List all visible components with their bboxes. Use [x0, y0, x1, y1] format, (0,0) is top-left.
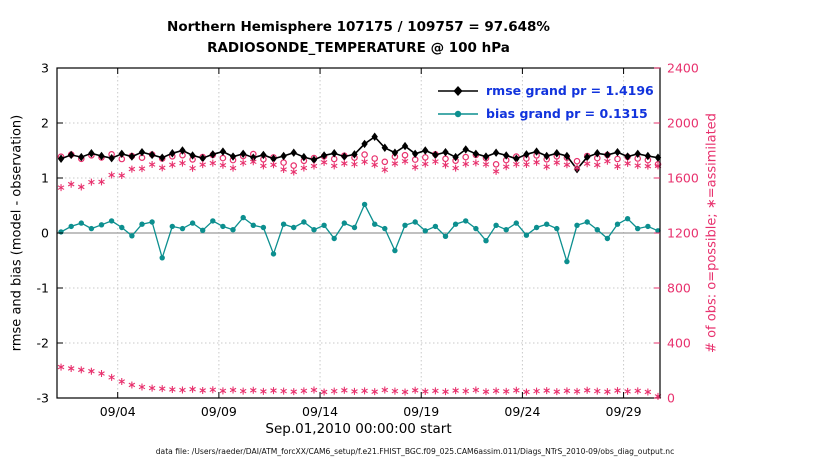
y-left-tick-label: -3: [37, 391, 49, 406]
y-left-tick-label: -2: [37, 336, 49, 351]
legend-bias-label: bias grand pr = 0.1315: [486, 106, 648, 121]
x-tick-label: 09/19: [403, 404, 439, 419]
right-axis-label: # of obs: o=possible; ∗=assimilated: [704, 113, 720, 353]
left-axis-label: rmse and bias (model - observation): [9, 114, 25, 352]
x-tick-label: 09/09: [201, 404, 237, 419]
y-left-tick-label: 1: [41, 171, 49, 186]
rejected-obs-series: [57, 363, 662, 400]
y-left-tick-label: 0: [41, 226, 49, 241]
title-line2: RADIOSONDE_TEMPERATURE @ 100 hPa: [207, 40, 510, 56]
y-right-tick-label: 400: [667, 336, 691, 351]
x-axis-label: Sep.01,2010 00:00:00 start: [265, 421, 452, 437]
title-line1: Northern Hemisphere 107175 / 109757 = 97…: [167, 19, 550, 35]
legend: rmse grand pr = 1.4196 bias grand pr = 0…: [438, 79, 654, 125]
legend-item-rmse: rmse grand pr = 1.4196: [438, 79, 654, 102]
grid-lines: [57, 68, 660, 398]
bias-series: [58, 201, 661, 265]
y-right-tick-label: 0: [667, 391, 675, 406]
rmse-line-sample-icon: [438, 85, 478, 96]
possible-obs-series: [57, 150, 662, 169]
y-right-tick-label: 1600: [667, 171, 699, 186]
axes: 09/04 09/09 09/14 09/19 09/24 09/29 3 2 1 0 -1 -2 -3…: [37, 61, 699, 420]
y-right-tick-label: 1200: [667, 226, 699, 241]
bias-line-sample-icon: [438, 110, 478, 117]
y-right-tick-label: 2400: [667, 61, 699, 76]
x-tick-label: 09/04: [100, 404, 136, 419]
legend-item-bias: bias grand pr = 0.1315: [438, 102, 654, 125]
legend-rmse-label: rmse grand pr = 1.4196: [486, 83, 654, 98]
data-file-caption: data file: /Users/raeder/DAI/ATM_forcXX/…: [155, 447, 675, 456]
x-tick-label: 09/29: [606, 404, 642, 419]
y-right-tick-label: 2000: [667, 116, 699, 131]
x-tick-label: 09/14: [302, 404, 338, 419]
y-right-tick-label: 800: [667, 281, 691, 296]
rmse-series: [57, 132, 662, 174]
assimilated-obs-series: [57, 157, 662, 192]
y-left-tick-label: -1: [37, 281, 49, 296]
x-tick-label: 09/24: [504, 404, 540, 419]
y-left-tick-label: 3: [41, 61, 49, 76]
y-left-tick-label: 2: [41, 116, 49, 131]
